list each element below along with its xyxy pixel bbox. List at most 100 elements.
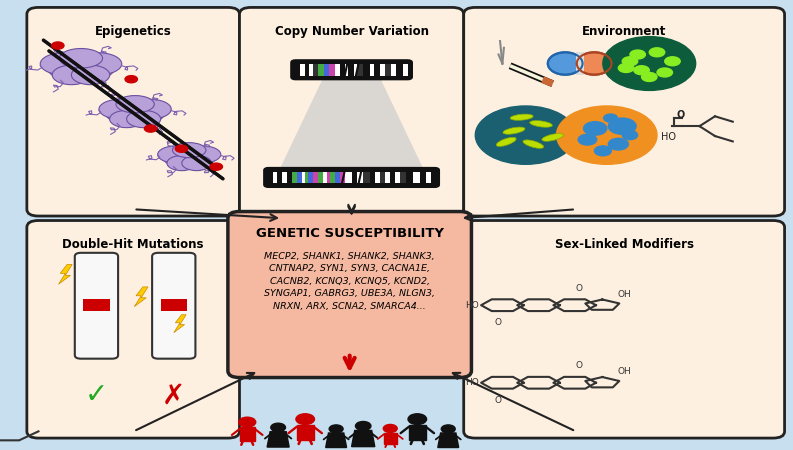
Text: Copy Number Variation: Copy Number Variation [274,25,428,38]
Circle shape [441,425,455,433]
FancyBboxPatch shape [152,253,195,359]
Ellipse shape [52,65,90,85]
Polygon shape [59,265,72,284]
Bar [277,171,282,183]
Circle shape [578,134,596,145]
Bar [274,171,277,183]
Circle shape [175,145,188,153]
Bar [354,64,357,76]
Circle shape [239,417,255,427]
Text: O: O [495,396,502,405]
Bar [300,64,305,76]
FancyBboxPatch shape [269,170,435,184]
Bar [335,64,340,76]
Text: O: O [576,284,582,293]
Bar [363,171,370,183]
Bar [385,64,391,76]
Bar [384,432,396,444]
Ellipse shape [71,65,109,85]
FancyBboxPatch shape [291,60,412,80]
Bar [409,424,426,440]
Ellipse shape [48,54,114,82]
Ellipse shape [523,140,544,148]
Bar [313,171,318,183]
Bar [324,64,329,76]
Ellipse shape [127,110,161,128]
Bar [395,171,400,183]
Circle shape [603,114,618,122]
Polygon shape [351,431,375,446]
Circle shape [619,63,634,72]
Bar [400,171,407,183]
Bar [390,171,395,183]
Bar [348,64,354,76]
Circle shape [642,72,657,81]
Bar [363,64,370,76]
Bar [351,171,357,183]
Bar [375,171,380,183]
Circle shape [125,76,137,83]
Bar [380,64,385,76]
Bar [431,171,435,183]
Bar [329,64,335,76]
Ellipse shape [542,134,563,141]
Text: Sex-Linked Modifiers: Sex-Linked Modifiers [554,238,694,252]
Bar [330,171,335,183]
Circle shape [657,68,672,77]
Bar [370,64,374,76]
Text: Double-Hit Mutations: Double-Hit Mutations [63,238,204,252]
Text: OH: OH [617,367,631,376]
Text: ✓: ✓ [85,382,108,410]
Circle shape [665,57,680,66]
Ellipse shape [167,156,197,171]
Circle shape [52,42,64,49]
Ellipse shape [99,99,141,119]
FancyBboxPatch shape [239,7,464,216]
FancyBboxPatch shape [11,0,793,450]
Circle shape [608,138,628,150]
Ellipse shape [74,53,122,75]
Bar [413,171,419,183]
Circle shape [584,122,607,135]
Circle shape [270,423,285,432]
Bar [269,171,274,183]
Polygon shape [267,432,289,447]
Text: O: O [495,318,502,327]
FancyBboxPatch shape [464,220,784,438]
Ellipse shape [116,95,155,113]
Bar [327,171,330,183]
Circle shape [623,130,638,140]
Circle shape [383,424,397,432]
Ellipse shape [184,146,220,163]
Bar [313,64,318,76]
Bar [407,171,413,183]
Bar [576,52,584,75]
Text: Environment: Environment [582,25,666,38]
Bar [296,64,300,76]
Circle shape [649,48,665,57]
Ellipse shape [182,156,212,171]
Polygon shape [134,287,148,306]
Text: HO: HO [465,378,479,387]
Bar [282,171,287,183]
Ellipse shape [40,53,88,75]
Circle shape [634,66,649,75]
Bar [380,171,385,183]
Circle shape [329,425,343,433]
Text: O: O [676,110,684,120]
Ellipse shape [158,146,195,163]
Ellipse shape [496,137,516,146]
Bar [287,171,292,183]
Bar [340,171,345,183]
Circle shape [210,163,223,170]
Bar [318,64,324,76]
Bar [305,64,309,76]
Bar [385,171,390,183]
Text: MECP2, SHANK1, SHANK2, SHANK3,
CNTNAP2, SYN1, SYN3, CACNA1E,
CACNB2, KCNQ3, KCNQ: MECP2, SHANK1, SHANK2, SHANK3, CNTNAP2, … [264,252,435,311]
Polygon shape [278,77,424,171]
Bar [308,171,313,183]
Circle shape [408,414,427,424]
FancyBboxPatch shape [27,7,239,216]
Ellipse shape [503,127,525,134]
Circle shape [630,50,646,59]
